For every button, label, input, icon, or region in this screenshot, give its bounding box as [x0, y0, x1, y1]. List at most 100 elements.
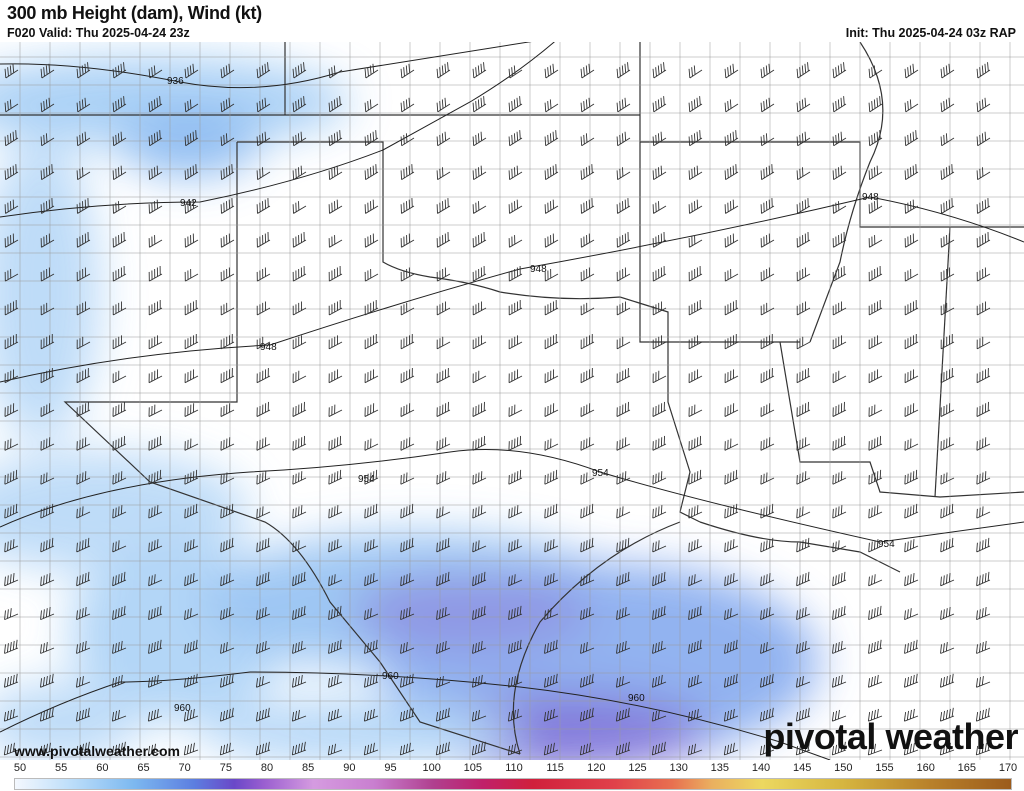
wind-barb: [724, 573, 739, 587]
wind-barb: [40, 472, 55, 485]
wind-barb: [112, 165, 127, 180]
wind-barb: [832, 301, 847, 316]
wind-barb: [400, 642, 415, 654]
wind-barb: [724, 63, 739, 79]
wind-barb: [400, 673, 415, 688]
wind-barb: [760, 403, 775, 417]
colorbar-tick-label: 95: [384, 762, 397, 774]
wind-barb: [292, 571, 307, 587]
wind-barb: [292, 370, 307, 384]
wind-barb: [292, 505, 307, 519]
wind-barb: [652, 640, 667, 654]
wind-barb: [4, 608, 19, 621]
wind-barb: [652, 401, 667, 417]
wind-barb: [400, 333, 415, 350]
wind-barb: [507, 708, 523, 722]
wind-barb: [688, 574, 703, 587]
wind-barb: [328, 335, 343, 350]
wind-barb: [760, 63, 775, 79]
wind-barb: [76, 506, 91, 519]
wind-barb: [255, 741, 271, 756]
wind-barb: [472, 335, 487, 350]
wind-barb: [544, 403, 559, 417]
wind-barb: [40, 537, 55, 553]
wind-barb: [436, 198, 451, 214]
colorbar-tick-label: 155: [875, 762, 894, 774]
wind-barb: [832, 62, 847, 79]
wind-barb: [256, 640, 271, 654]
wind-barb: [436, 471, 451, 485]
wind-barb: [76, 471, 91, 485]
wind-barb: [796, 336, 811, 350]
wind-barb: [796, 506, 811, 519]
wind-barb: [184, 503, 199, 519]
wind-barb: [868, 369, 883, 384]
wind-barb: [616, 301, 631, 316]
wind-barb: [328, 130, 343, 147]
wind-barb: [616, 401, 631, 417]
wind-barb: [868, 266, 883, 282]
wind-barb: [904, 300, 919, 316]
wind-barb: [868, 404, 883, 417]
colorbar-tick-label: 50: [13, 762, 27, 774]
wind-barb: [400, 233, 415, 248]
colorbar-tick-label: 130: [669, 762, 688, 774]
wind-barb: [472, 401, 487, 417]
wind-barb: [472, 640, 487, 654]
wind-barb: [940, 503, 955, 519]
wind-barb: [543, 708, 559, 722]
colorbar-tick-label: 115: [546, 762, 564, 774]
wind-barb: [256, 506, 271, 519]
wind-barb: [4, 503, 19, 519]
wind-barb: [184, 63, 199, 79]
county-borders: [0, 42, 1024, 760]
wind-barb: [328, 369, 343, 384]
wind-barb: [328, 435, 343, 451]
wind-barb: [904, 503, 919, 519]
wind-barb: [112, 131, 127, 147]
wind-barb: [868, 505, 883, 519]
wind-barb: [40, 302, 55, 316]
wind-barb: [148, 605, 163, 621]
wind-barb: [76, 267, 91, 282]
wind-barb: [471, 709, 487, 722]
wind-barb: [580, 642, 595, 654]
wind-barb: [364, 539, 379, 553]
wind-barb: [976, 97, 991, 113]
wind-barb: [112, 571, 127, 587]
wind-barb: [904, 539, 919, 553]
wind-barb: [904, 199, 919, 214]
wind-barb: [904, 403, 919, 417]
wind-barb: [904, 639, 919, 654]
wind-barb: [652, 301, 667, 316]
wind-barb: [292, 301, 307, 316]
contour-942: [0, 42, 555, 218]
wind-barb: [868, 130, 883, 147]
wind-barb: [832, 471, 847, 485]
wind-barb: [508, 404, 523, 417]
wind-barb: [508, 674, 523, 688]
wind-barb: [976, 62, 991, 79]
wind-barb: [39, 742, 55, 756]
wind-barb: [939, 742, 955, 756]
wind-barb: [796, 131, 811, 147]
wind-barb: [508, 605, 523, 621]
wind-barb: [508, 165, 523, 180]
wind-barb: [256, 97, 271, 113]
wind-barb: [363, 708, 379, 722]
wind-barb: [652, 165, 667, 180]
wind-barb: [652, 471, 667, 485]
wind-barb: [652, 571, 667, 587]
contour-960: [0, 671, 831, 760]
wind-barb: [400, 472, 415, 485]
wind-barb: [652, 201, 667, 214]
wind-barb: [688, 605, 703, 621]
wind-barb: [4, 539, 19, 553]
wind-barb: [436, 537, 451, 553]
wind-barb: [688, 96, 703, 113]
wind-barb: [400, 403, 415, 417]
wind-barb: [364, 469, 379, 485]
wind-barb: [976, 640, 991, 654]
wind-barb: [904, 573, 919, 587]
wind-barb: [40, 503, 55, 519]
